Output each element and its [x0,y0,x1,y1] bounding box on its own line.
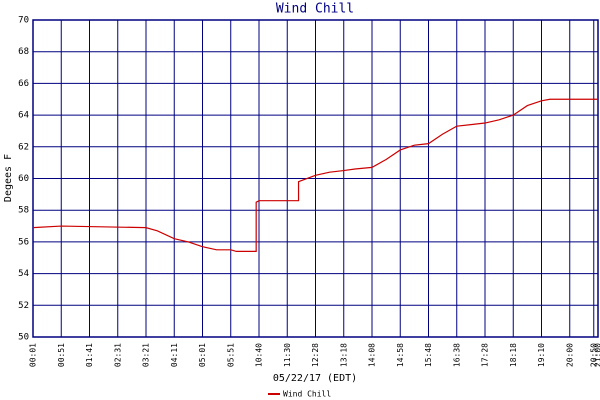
x-tick-label: 00:01 [29,343,38,367]
x-tick-label: 16:38 [452,343,461,367]
x-tick-label: 05:51 [226,343,235,367]
line [32,98,598,253]
x-tick-label: 02:31 [113,343,122,367]
y-tick-label: 66 [18,79,29,89]
y-axis-label: Degees F [3,154,14,202]
chart-title: Wind Chill [276,2,354,17]
x-tick-label: 21:00 [594,343,600,367]
y-tick-label: 64 [18,111,29,121]
y-tick-label: 70 [18,16,29,26]
x-tick-label: 20:50 [589,343,598,367]
x-tick-label: 04:11 [170,343,179,367]
x-tick-label: 05:01 [198,343,207,367]
x-tick-label: 19:10 [537,343,546,367]
x-tick-label: 11:30 [283,343,292,367]
y-tick-label: 68 [18,47,29,57]
legend-label: Wind Chill [283,390,331,399]
y-tick-label: 62 [18,142,29,152]
y-tick-label: 60 [18,174,29,184]
x-tick-label: 20:00 [565,343,574,367]
x-tick-label: 01:41 [85,343,94,367]
x-tick-label: 10:40 [255,343,264,367]
x-tick-label: 00:51 [57,343,66,367]
y-tick-label: 50 [18,333,29,343]
x-tick-label: 14:08 [368,343,377,367]
x-tick-label: 12:28 [311,343,320,367]
plot-frame [32,19,599,338]
x-axis-label: 05/22/17 (EDT) [273,373,357,384]
x-tick-label: 18:18 [509,343,518,367]
x-tick-label: 03:21 [142,343,151,367]
x-tick-label: 14:58 [396,343,405,367]
x-tick-label: 17:28 [481,343,490,367]
y-tick-label: 58 [18,206,29,216]
x-tick-label: 15:48 [424,343,433,367]
x-tick-label: 13:18 [339,343,348,367]
y-tick-label: 54 [18,269,29,279]
y-tick-label: 52 [18,301,29,311]
y-tick-label: 56 [18,237,29,247]
